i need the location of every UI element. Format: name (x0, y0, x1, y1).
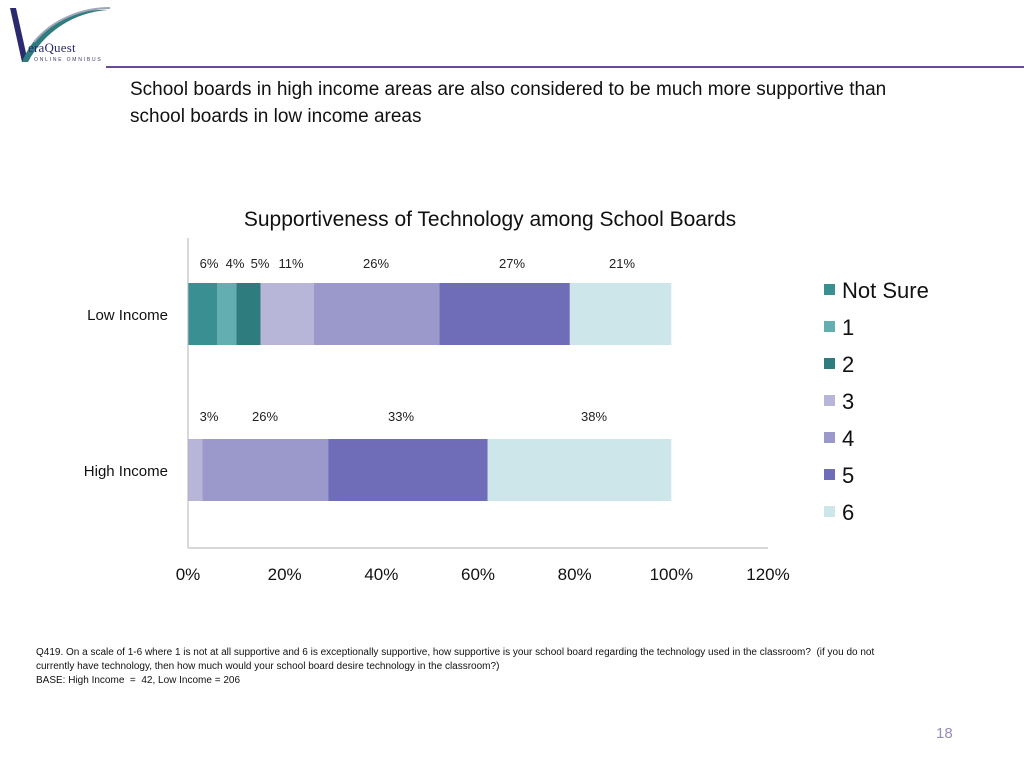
data-label: 33% (388, 409, 414, 424)
data-label: 6% (200, 256, 219, 271)
legend-label: 1 (842, 315, 854, 340)
bar-segment (188, 439, 203, 501)
data-label: 21% (609, 256, 635, 271)
data-label: 3% (200, 409, 219, 424)
legend-label: 5 (842, 463, 854, 488)
legend-swatch (824, 321, 835, 332)
logo-mark (10, 7, 111, 62)
logo-wordmark: eraQuest (28, 40, 76, 55)
bar-segment (202, 439, 329, 501)
x-tick-label: 0% (176, 565, 201, 584)
data-label: 5% (251, 256, 270, 271)
chart-title: Supportiveness of Technology among Schoo… (244, 208, 736, 231)
legend-label: Not Sure (842, 278, 929, 303)
legend-swatch (824, 358, 835, 369)
x-tick-label: 80% (558, 565, 592, 584)
data-label: 26% (252, 409, 278, 424)
x-tick-label: 60% (461, 565, 495, 584)
legend-label: 2 (842, 352, 854, 377)
x-tick-label: 100% (650, 565, 693, 584)
legend-swatch (824, 284, 835, 295)
header-divider (106, 66, 1024, 68)
page-number: 18 (936, 725, 953, 742)
bar-segment (188, 283, 217, 345)
category-label: High Income (84, 463, 168, 480)
legend-label: 6 (842, 500, 854, 525)
category-label: Low Income (87, 307, 168, 324)
data-label: 26% (363, 256, 389, 271)
bar-segment (328, 439, 488, 501)
bar-segment (487, 439, 672, 501)
data-label: 4% (226, 256, 245, 271)
legend-label: 4 (842, 426, 854, 451)
x-tick-label: 120% (746, 565, 789, 584)
bar-segment (439, 283, 570, 345)
data-label: 11% (278, 256, 303, 271)
logo-subtitle: ONLINE OMNIBUS (34, 57, 103, 63)
bar-segment (313, 283, 440, 345)
data-label: 38% (581, 409, 607, 424)
bar-segment (236, 283, 261, 345)
footnote: Q419. On a scale of 1-6 where 1 is not a… (36, 646, 896, 688)
legend-swatch (824, 506, 835, 517)
footnote-question: Q419. On a scale of 1-6 where 1 is not a… (36, 647, 878, 672)
slide-headline: School boards in high income areas are a… (130, 79, 887, 127)
veraquest-logo: eraQuest ONLINE OMNIBUS (4, 2, 114, 68)
legend-swatch (824, 469, 835, 480)
footnote-base: BASE: High Income = 42, Low Income = 206 (36, 675, 241, 686)
legend-swatch (824, 432, 835, 443)
legend-swatch (824, 395, 835, 406)
legend-label: 3 (842, 389, 854, 414)
x-tick-label: 20% (268, 565, 302, 584)
x-tick-label: 40% (364, 565, 398, 584)
bar-segment (569, 283, 672, 345)
bar-segment (217, 283, 237, 345)
data-label: 27% (499, 256, 525, 271)
bar-segment (260, 283, 314, 345)
